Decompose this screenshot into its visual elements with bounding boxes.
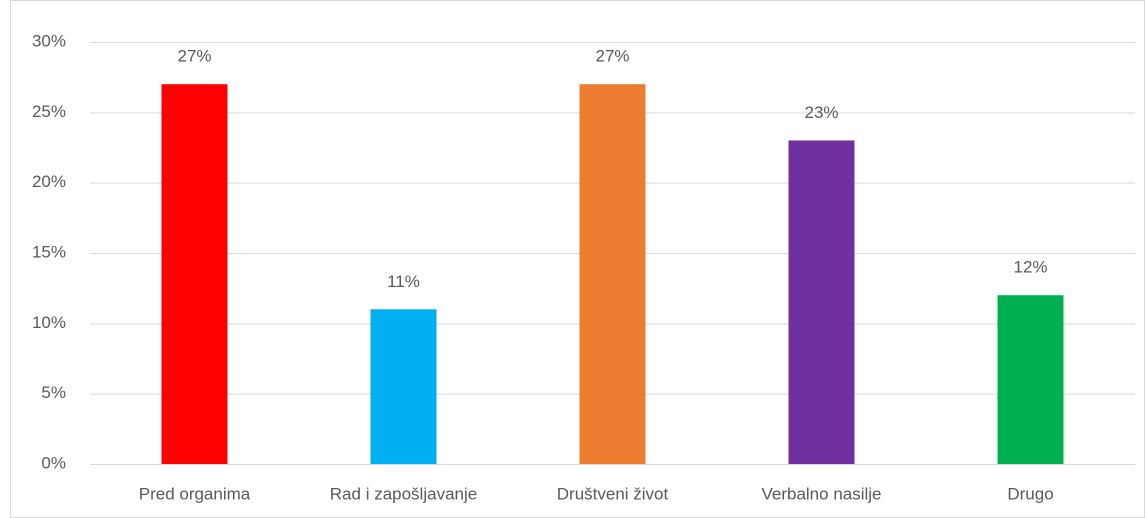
y-tick-label: 30% [32,31,66,50]
x-tick-label: Društveni život [557,484,669,503]
data-label: 12% [1013,258,1047,277]
y-tick-label: 10% [32,313,66,332]
bar [788,140,855,464]
x-tick-label: Verbalno nasilje [761,484,881,503]
x-tick-label: Rad i zapošljavanje [330,484,477,503]
y-tick-label: 20% [32,172,66,191]
bar [370,309,437,464]
bar [161,84,228,464]
data-label: 11% [387,272,420,291]
x-tick-label: Pred organima [139,484,251,503]
bar [579,84,646,464]
y-tick-label: 0% [41,453,66,472]
bar [997,295,1064,464]
data-label: 27% [595,47,629,66]
data-label: 27% [177,47,211,66]
data-label: 23% [804,103,838,122]
y-tick-label: 25% [32,102,66,121]
y-tick-label: 5% [41,383,66,402]
x-tick-label: Drugo [1007,484,1053,503]
y-tick-label: 15% [32,242,66,261]
